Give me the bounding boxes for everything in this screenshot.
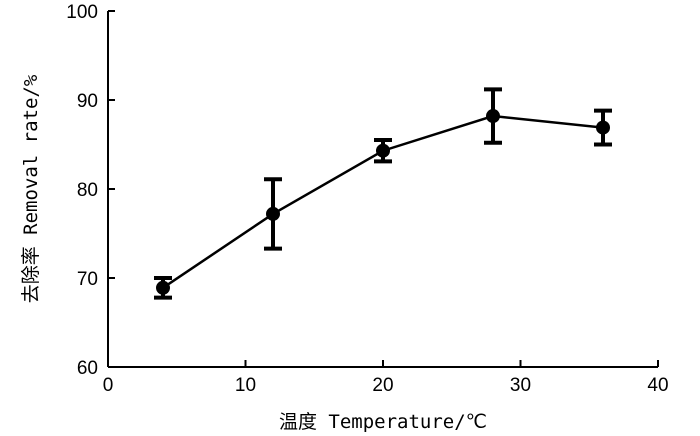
- y-axis-title: 去除率 Removal rate/%: [20, 74, 42, 303]
- x-axis-title: 温度 Temperature/℃: [279, 411, 487, 433]
- y-tick-label: 60: [77, 358, 98, 379]
- axes: [107, 11, 658, 368]
- x-tick-label: 40: [647, 375, 668, 396]
- ticks: 60 70 80 90 100 0 10 20 30 40: [66, 2, 668, 396]
- y-tick-label: 70: [77, 269, 98, 290]
- y-tick-label: 100: [66, 2, 98, 23]
- data-point: [266, 206, 280, 221]
- data-point: [156, 280, 170, 295]
- plot-area: [154, 87, 612, 300]
- x-tick-label: 20: [372, 375, 393, 396]
- data-point: [596, 120, 610, 135]
- data-point: [486, 109, 500, 124]
- y-tick-label: 90: [77, 91, 98, 112]
- data-point: [376, 143, 390, 158]
- y-tick-label: 80: [77, 180, 98, 201]
- x-tick-label: 10: [235, 375, 256, 396]
- x-tick-label: 30: [510, 375, 531, 396]
- x-tick-label: 0: [103, 375, 114, 396]
